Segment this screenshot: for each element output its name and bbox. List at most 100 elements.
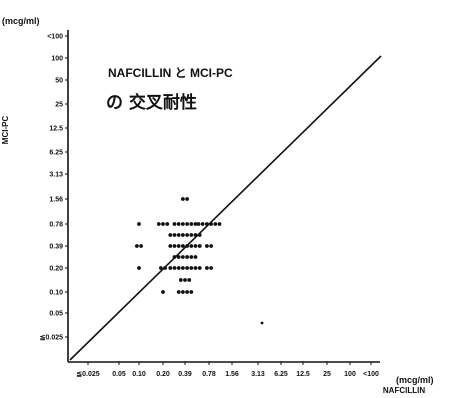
y-tick-label: 0.20 [49,266,63,273]
data-point [181,290,185,294]
data-point [205,222,209,226]
x-tick-label: 12.5 [296,371,310,378]
data-point [193,233,198,237]
data-point [193,255,198,259]
data-point [185,266,190,270]
x-tick-label: 0.10 [132,371,146,378]
data-point [213,222,218,226]
data-point [197,233,202,237]
data-point [189,222,194,226]
y-tick-label: ≦0.025 [40,335,63,342]
data-point [168,244,173,248]
y-tick-label: 0.05 [49,311,63,318]
x-tick-label: 25 [323,371,331,378]
axes [67,30,382,363]
y-tick-label: 3.13 [49,172,63,179]
y-axis-ticks: ≦0.025 0.05 0.10 0.20 0.39 0.78 1.56 3.13 6.25 12… [40,34,68,342]
x-tick-label: 0.78 [202,371,216,378]
data-point [260,321,264,325]
x-tick-label: 1.56 [225,371,239,378]
data-point [181,266,185,270]
y-tick-label: 0.39 [49,244,63,251]
data-point [196,222,201,226]
data-point [185,197,190,201]
y-tick-label: 0.10 [49,290,63,297]
x-tick-label: 6.25 [274,371,288,378]
x-axis-label: NAFCILLIN [383,386,425,395]
data-point [172,266,177,270]
y-tick-label: 1.56 [49,197,63,204]
data-point [185,255,190,259]
data-point [189,255,194,259]
data-point [176,266,181,270]
data-point [205,244,209,248]
data-point [156,222,161,226]
y-tick-label: 50 [55,78,63,85]
data-point [176,290,181,294]
data-point [181,222,185,226]
data-point [172,222,177,226]
data-point [176,222,181,226]
x-tick-label: 0.20 [156,371,170,378]
x-tick-label: 0.05 [112,371,126,378]
data-point [217,222,222,226]
data-point [165,222,170,226]
data-point [139,244,144,248]
data-point [168,233,173,237]
data-point [161,290,165,294]
data-point [168,266,173,270]
x-tick-label: ≦0.025 [76,371,99,378]
data-point [181,233,185,237]
data-point [161,222,165,226]
data-point [172,244,177,248]
data-point [193,244,198,248]
data-point [172,255,177,259]
data-point [185,222,190,226]
data-point [185,233,190,237]
data-point [137,222,141,226]
x-tick-label: 3.13 [251,371,265,378]
reference-line-y-equals-x [69,55,382,361]
data-point [193,222,198,226]
data-point [189,266,194,270]
data-point [163,266,168,270]
data-point [205,266,209,270]
y-axis-label: MCI-PC [1,116,10,145]
data-point [176,255,181,259]
data-point [189,244,194,248]
chart-subtitle: の 交叉耐性 [106,92,197,113]
data-point [209,266,214,270]
data-point [197,266,202,270]
data-points [135,197,264,325]
data-point [135,244,139,248]
data-point [185,244,190,248]
y-tick-label: 100 [51,56,63,63]
x-unit-label: (mcg/ml) [396,375,434,385]
y-tick-label: 6.25 [49,150,63,157]
data-point [200,222,205,226]
x-axis-ticks: ≦0.025 0.05 0.10 0.20 0.39 0.78 1.56 3.13 6.25 12… [76,362,379,378]
data-point [183,278,187,282]
data-point [189,290,194,294]
data-point [176,233,181,237]
y-unit-label: (mcg/ml) [2,16,40,26]
data-point [159,266,163,270]
y-tick-label: 12.5 [49,126,63,133]
y-tick-label: <100 [47,34,63,41]
data-point [189,233,194,237]
data-point [209,222,214,226]
y-tick-label: 0.78 [49,222,63,229]
data-point [137,266,141,270]
data-point [181,197,185,201]
data-point [178,278,183,282]
data-point [185,290,190,294]
data-point [187,278,192,282]
data-point [172,233,177,237]
data-point [181,244,185,248]
data-point [181,255,185,259]
x-tick-label: 100 [344,371,356,378]
x-tick-label: 0.39 [178,371,192,378]
chart-title: NAFCILLIN と MCI-PC [108,66,233,80]
x-tick-label: <100 [363,371,379,378]
